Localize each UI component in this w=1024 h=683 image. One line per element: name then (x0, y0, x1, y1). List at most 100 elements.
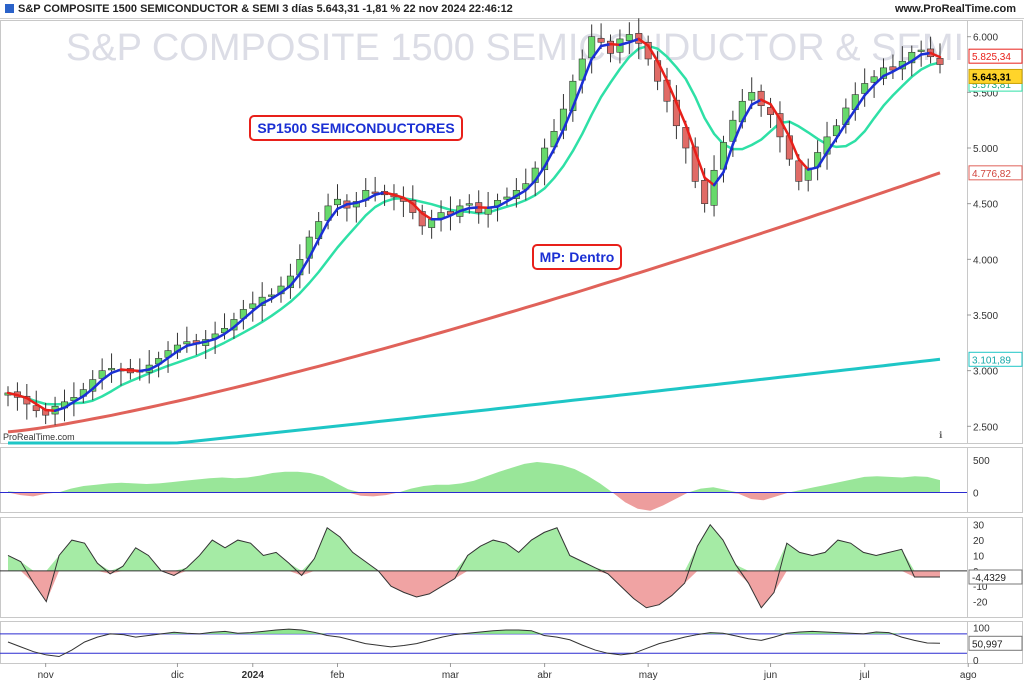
y-tick-label: 3.500 (973, 311, 998, 322)
candle-body (701, 179, 709, 204)
flag-icon (5, 4, 14, 13)
ma-short-segment (6, 391, 19, 397)
ma-short-segment (486, 205, 499, 210)
symbol-info: S&P COMPOSITE 1500 SEMICONDUCTOR & SEMI … (5, 3, 513, 15)
ma-short-segment (100, 371, 113, 382)
panel_3-last-label: 50,997 (972, 639, 1003, 650)
ma-short-segment (251, 302, 264, 313)
candle-body (936, 58, 944, 65)
panel_2-line (7, 523, 940, 609)
panel_2-fill-negative (8, 570, 940, 608)
ma-short-segment (533, 165, 546, 182)
x-tick-label: ago (960, 670, 977, 681)
panel_1-tick-label: 500 (973, 456, 990, 467)
ma-short-segment (571, 81, 584, 109)
ma-short-segment (515, 189, 528, 198)
ma-short-segment (420, 212, 433, 221)
ma-short-segment (72, 394, 85, 404)
panel_1-fill-positive (8, 461, 940, 493)
x-tick-label: 2024 (242, 670, 265, 681)
watermark: S&P COMPOSITE 1500 SEMICONDUCTOR & SEMI (66, 27, 964, 69)
x-tick-label: jul (859, 670, 870, 681)
ma-short-segment (317, 220, 330, 241)
ma-short-segment (646, 44, 659, 63)
ma-short-segment (524, 179, 537, 192)
ma-short-segment (336, 203, 349, 211)
panel_3-tick-label: 0 (973, 656, 979, 667)
ma-short-segment (147, 363, 160, 371)
ma-200-value-box (968, 351, 1023, 367)
ma-short-segment (835, 122, 848, 140)
ma-short-segment (345, 201, 358, 206)
ma-short-segment (392, 193, 405, 199)
candle-body (597, 38, 605, 43)
annotation-title-box (249, 115, 463, 141)
chart-header: S&P COMPOSITE 1500 SEMICONDUCTOR & SEMI … (0, 0, 1024, 19)
ma-short-segment (863, 83, 876, 97)
candle-body (428, 218, 436, 228)
y-tick-label: 6.000 (973, 33, 998, 44)
ma-short-segment (722, 143, 735, 174)
ma-short-segment (684, 123, 697, 153)
candle-body (710, 169, 718, 206)
panel_1-tick-label: 0 (973, 489, 979, 500)
ma-short-segment (289, 272, 302, 287)
ma-short-segment (769, 102, 782, 121)
ma-short-segment (703, 176, 716, 187)
y-tick-label: 3.000 (973, 367, 998, 378)
annotation-title-text: SP1500 SEMICONDUCTORES (257, 120, 454, 136)
osc-line (7, 628, 941, 658)
ma-short-segment (788, 135, 801, 161)
ma-short-segment (543, 147, 556, 168)
ma-short-segment (468, 206, 480, 210)
ma-short-segment (53, 406, 66, 412)
candle-body (748, 92, 756, 101)
candle-body (333, 198, 341, 206)
ma-short-segment (110, 368, 123, 375)
ma-short-segment (176, 344, 189, 353)
ma-short-segment (308, 238, 320, 259)
candle-body (917, 49, 925, 52)
ma-short-value-label: 5.825,34 (972, 52, 1011, 63)
ma-short-segment (609, 42, 622, 47)
y-tick-label: 4.000 (973, 255, 998, 266)
ma-short-segment (458, 206, 471, 213)
ma-200-line (8, 357, 941, 445)
candle-body (795, 160, 803, 182)
panel_2-tick-label: 20 (973, 536, 985, 547)
info-icon: ℹ (939, 430, 943, 440)
ma-short-segment (223, 325, 236, 336)
ma-short-segment (373, 191, 386, 197)
panel_3-tick-label: 100 (973, 623, 990, 634)
price-value-box (968, 68, 1023, 84)
candle-body (870, 76, 878, 83)
ma-short-segment (44, 408, 57, 412)
ma-short-segment (279, 284, 292, 294)
candle-body (183, 341, 191, 345)
ma-short-segment (355, 198, 367, 205)
ma-medium-value-label: 5.573,81 (972, 80, 1011, 91)
ma-long-line (7, 171, 941, 434)
x-tick-label: may (639, 670, 658, 681)
x-tick-label: abr (537, 670, 552, 681)
ma-short-segment (326, 207, 339, 223)
ma-short-segment (242, 309, 255, 321)
y-tick-label: 5.000 (973, 144, 998, 155)
ma-short-segment (166, 350, 179, 360)
ma-short-segment (656, 59, 669, 82)
ma-short-segment (119, 368, 132, 372)
panel_3-last-box (968, 635, 1023, 651)
ma-short-segment (298, 256, 311, 276)
ma-short-segment (496, 200, 509, 208)
candle-body (832, 125, 840, 137)
ma-short-segment (91, 378, 104, 391)
ma-short-segment (891, 65, 904, 73)
ma-short-segment (675, 101, 688, 127)
ma-short-segment (759, 98, 772, 106)
ma-medium-line (7, 44, 941, 406)
ma-short-segment (364, 193, 377, 202)
ma-short-segment (816, 151, 829, 169)
site-link[interactable]: www.ProRealTime.com (894, 3, 1016, 15)
ma-short-segment (552, 128, 565, 151)
